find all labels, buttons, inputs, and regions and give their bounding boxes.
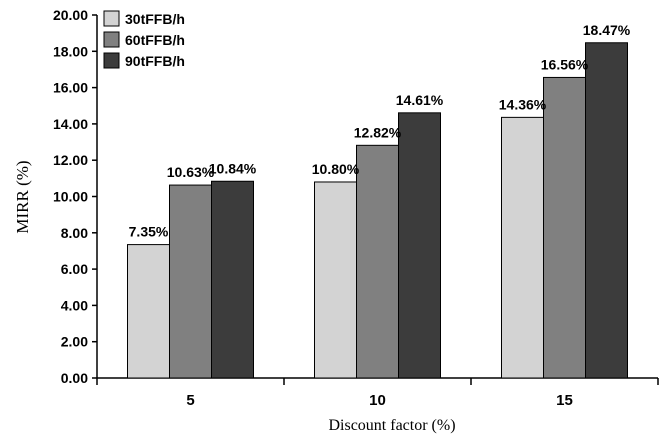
y-tick-label: 14.00 <box>53 116 88 132</box>
data-label: 14.61% <box>396 92 444 108</box>
y-tick-label: 2.00 <box>61 334 88 350</box>
legend-label: 90tFFB/h <box>125 53 185 69</box>
y-tick-label: 12.00 <box>53 152 88 168</box>
data-label: 7.35% <box>129 224 169 240</box>
y-axis-title: MIRR (%) <box>13 160 32 233</box>
y-tick-label: 20.00 <box>53 7 88 23</box>
bar <box>211 180 254 379</box>
legend-swatch <box>103 52 120 69</box>
y-tick-label: 16.00 <box>53 80 88 96</box>
data-label: 14.36% <box>499 96 547 112</box>
data-label: 12.82% <box>354 124 402 140</box>
bar <box>543 76 586 379</box>
y-axis: 0.00 2.00 4.00 6.00 8.00 10.00 12.00 14.00 16.00… <box>53 7 98 386</box>
y-tick-label: 4.00 <box>61 297 88 313</box>
bar <box>314 181 357 379</box>
bars <box>127 42 628 379</box>
y-tick-label: 8.00 <box>61 225 88 241</box>
y-tick-label: 6.00 <box>61 261 88 277</box>
data-label: 18.47% <box>583 22 631 38</box>
bar <box>356 144 399 379</box>
y-tick-label: 10.00 <box>53 189 88 205</box>
bar <box>585 42 628 379</box>
data-label: 16.56% <box>541 56 589 72</box>
y-tick-label: 18.00 <box>53 43 88 59</box>
x-tick-label: 5 <box>186 392 194 409</box>
bar <box>398 112 441 379</box>
bar <box>127 244 170 379</box>
x-axis-title: Discount factor (%) <box>328 417 455 434</box>
data-labels: 7.35% 10.63%10.84% 10.80% 12.82% 14.61% 14.36… <box>129 22 631 240</box>
bar <box>169 184 212 379</box>
legend: 30tFFB/h 60tFFB/h 90tFFB/h <box>103 10 185 69</box>
y-tick-label: 0.00 <box>61 370 88 386</box>
data-label: 10.63% <box>167 164 215 180</box>
bar <box>501 116 544 379</box>
legend-swatch <box>103 31 120 48</box>
x-tick-label: 15 <box>556 392 573 409</box>
data-label: 10.84% <box>209 160 257 176</box>
x-axis: 5 10 15 <box>96 377 659 409</box>
legend-label: 60tFFB/h <box>125 32 185 48</box>
legend-swatch <box>103 10 120 27</box>
x-tick-label: 10 <box>369 392 386 409</box>
data-label: 10.80% <box>312 161 360 177</box>
legend-label: 30tFFB/h <box>125 11 185 27</box>
